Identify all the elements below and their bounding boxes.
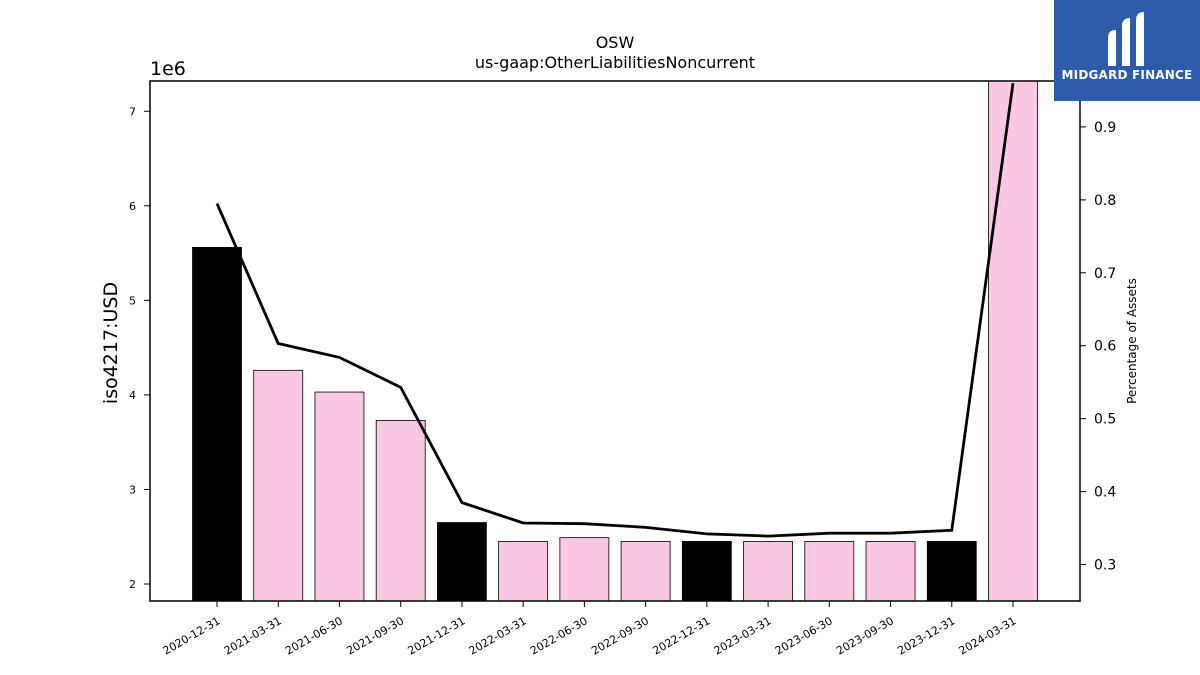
x-tick-label: 2021-12-31 xyxy=(406,614,468,657)
bar-2023-12-31 xyxy=(926,541,977,602)
x-tick-label: 2021-09-30 xyxy=(344,614,406,657)
y-tick-label: 6 xyxy=(129,200,136,213)
x-tick-label: 2021-03-31 xyxy=(222,614,284,657)
bar-2023-09-30 xyxy=(865,541,916,602)
bar-2020-12-31 xyxy=(192,246,242,602)
x-tick-label: 2022-06-30 xyxy=(528,614,590,657)
x-tick-label: 2021-06-30 xyxy=(283,614,345,657)
y-tick-label: 3 xyxy=(129,483,136,496)
bar-2023-06-30 xyxy=(804,541,855,602)
y2-axis-label: Percentage of Assets xyxy=(1125,278,1139,404)
percentage-of-assets-line xyxy=(215,82,1015,538)
bar-2023-03-31 xyxy=(743,541,793,602)
x-tick-label: 2023-09-30 xyxy=(834,614,896,657)
y2-tick-label: 0.4 xyxy=(1094,485,1116,501)
y2-tick-label: 0.9 xyxy=(1094,120,1116,136)
bar-2022-03-31 xyxy=(498,541,549,602)
bar-2021-12-31 xyxy=(437,522,487,602)
plot-frame xyxy=(149,80,1081,602)
x-tick-label: 2022-12-31 xyxy=(650,614,712,657)
bar-2022-09-30 xyxy=(620,541,671,602)
y2-tick-label: 0.5 xyxy=(1094,412,1116,428)
chart-subtitle: us-gaap:OtherLiabilitiesNoncurrent xyxy=(475,53,755,72)
bar-2024-03-31 xyxy=(988,80,1038,602)
logo-text: MIDGARD FINANCE xyxy=(1061,68,1193,82)
y-tick-label: 5 xyxy=(129,294,136,307)
bar-2022-06-30 xyxy=(559,537,610,602)
x-tick-label: 2020-12-31 xyxy=(161,614,223,657)
midgard-finance-logo: MIDGARD FINANCE xyxy=(1054,0,1200,101)
y-tick-label: 4 xyxy=(129,389,136,402)
bar-2021-03-31 xyxy=(253,369,304,602)
y-offset-label: 1e6 xyxy=(150,58,186,80)
bar-2021-06-30 xyxy=(314,391,365,602)
x-tick-label: 2022-03-31 xyxy=(467,614,529,657)
y2-tick-label: 0.7 xyxy=(1094,266,1116,282)
x-tick-label: 2023-06-30 xyxy=(773,614,835,657)
y2-tick-label: 0.3 xyxy=(1094,558,1116,574)
x-tick-label: 2023-12-31 xyxy=(895,614,957,657)
x-tick-label: 2022-09-30 xyxy=(589,614,651,657)
logo-mark-icon xyxy=(1108,12,1144,66)
bar-2021-09-30 xyxy=(375,420,426,602)
x-tick-label: 2023-03-31 xyxy=(712,614,774,657)
x-tick-label: 2024-03-31 xyxy=(957,614,1019,657)
y-axis-label: iso4217:USD xyxy=(100,282,122,404)
y-tick-label: 7 xyxy=(129,105,136,118)
chart-title: OSW xyxy=(596,33,635,52)
y2-tick-label: 0.8 xyxy=(1094,193,1116,209)
y-tick-label: 2 xyxy=(129,578,136,591)
y2-tick-label: 0.6 xyxy=(1094,339,1116,355)
bar-2022-12-31 xyxy=(681,541,732,602)
